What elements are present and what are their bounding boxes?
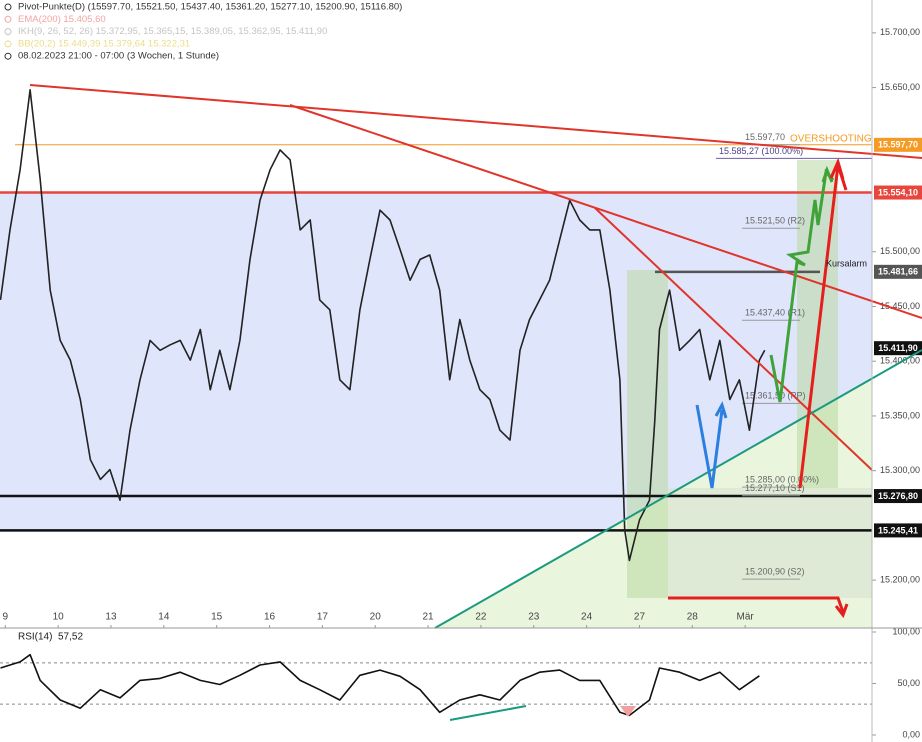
legend-icon (4, 40, 12, 48)
trendline (289, 104, 922, 319)
levels (0, 144, 872, 580)
x-tick-label: 22 (475, 612, 487, 623)
note: Kursalarm (826, 258, 867, 268)
y-tick-label: 15.500,00 (880, 246, 920, 256)
price-tag (874, 523, 922, 538)
rsi-title: RSI(14) (18, 632, 52, 643)
x-tick-label: Mär (737, 612, 755, 623)
x-tick-label: 16 (264, 612, 276, 623)
arrow (798, 164, 840, 489)
pivot-label: 15.277,10 (S1) (745, 483, 805, 493)
y-tick-label: 15.450,00 (880, 301, 920, 311)
x-tick-label: 23 (528, 612, 540, 623)
plot: 15.700,00 15.650,00 15.500,00 15.450,00 15.4… (0, 27, 922, 739)
pivot-label: 15.437,40 (R1) (745, 308, 805, 318)
pivot-label: 15.285,00 (0.00%) (745, 474, 819, 484)
y-tick-label: 15.350,00 (880, 410, 920, 420)
arrow-head (834, 603, 849, 619)
background-shapes (0, 160, 872, 628)
legend-entry: IKH(9, 26, 52, 26) 15.372,95, 15.365,15,… (18, 26, 327, 37)
trendline (434, 349, 922, 629)
series-line (0, 653, 760, 717)
trendline (594, 207, 873, 471)
series-line (0, 89, 766, 562)
legend: Pivot-Punkte(D) (15597.70, 15521.50, 154… (4, 2, 402, 62)
price-tag (874, 341, 922, 356)
x-tick-label: 21 (423, 612, 435, 623)
pivot-label: 15.597,70 (745, 132, 785, 142)
legend-icon (4, 15, 12, 23)
y-tick-label: 15.650,00 (880, 82, 920, 92)
price-tag (874, 185, 922, 200)
legend-icon (4, 3, 12, 11)
price-tag (874, 489, 922, 504)
oversold-fill (620, 706, 636, 717)
y-tick-label: 15.700,00 (880, 27, 920, 37)
price-tag-label: 15.411,90 (878, 343, 918, 353)
price-tag-label: 15.597,70 (878, 140, 918, 150)
price-tag-label: 15.554,10 (878, 187, 918, 197)
x-tick-label: 20 (370, 612, 382, 623)
x-tick-label: 10 (53, 612, 65, 623)
arrow-head (821, 165, 834, 183)
price-tag-label: 15.481,66 (878, 267, 918, 277)
y-tick-label: 0,00 (902, 729, 920, 739)
arrow (668, 596, 845, 613)
arrow (695, 404, 724, 489)
arrow-head (714, 401, 728, 419)
target-zone (668, 488, 872, 598)
price-tag (874, 264, 922, 279)
price-tag-label: 15.245,41 (878, 525, 918, 535)
y-tick-label: 15.400,00 (880, 356, 920, 366)
arrow (836, 164, 848, 191)
x-tick-label: 14 (158, 612, 170, 623)
x-tick-label: 17 (317, 612, 329, 623)
pivot-label: 15.521,50 (R2) (745, 216, 805, 226)
arrow (769, 168, 835, 403)
drawings (29, 84, 922, 721)
y-tick-label: 15.200,00 (880, 574, 920, 584)
legend-entry: EMA(200) 15.405,60 (18, 14, 106, 25)
y-tick-label: 50,00 (897, 678, 920, 688)
pivot-label: 15.585,27 (100.00%) (719, 146, 803, 156)
x-tick-label: 27 (634, 612, 646, 623)
trendline (29, 84, 922, 159)
rsi-value: 57,52 (58, 632, 83, 643)
pivot-label: 15.200,90 (S2) (745, 567, 805, 577)
legend-entry: BB(20,2) 15.449,39 15.379,64 15.322,31 (18, 38, 190, 49)
legend-icon (4, 28, 12, 36)
legend-entry: 08.02.2023 21:00 - 07:00 (3 Wochen, 1 St… (18, 51, 219, 62)
x-tick-label: 15 (211, 612, 223, 623)
note: OVERSHOOTING (790, 134, 872, 145)
y-tick-label: 100,00 (892, 626, 920, 636)
x-tick-label: 9 (3, 612, 9, 623)
legend-icon (4, 52, 12, 60)
pivot-label: 15.361,50 (PP) (745, 391, 806, 401)
x-tick-label: 28 (687, 612, 699, 623)
price-tag-label: 15.276,80 (878, 491, 918, 501)
y-tick-label: 15.300,00 (880, 465, 920, 475)
x-tick-label: 13 (105, 612, 117, 623)
x-tick-label: 24 (581, 612, 593, 623)
price-tag (874, 137, 922, 152)
legend-entry: Pivot-Punkte(D) (15597.70, 15521.50, 154… (18, 2, 402, 13)
divergence-line (449, 705, 527, 721)
